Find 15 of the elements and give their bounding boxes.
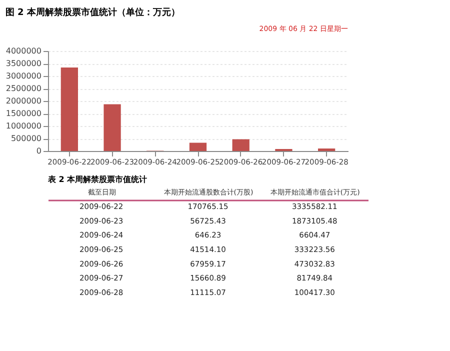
bar (232, 139, 250, 151)
y-tick-label: 500000 (10, 134, 42, 143)
y-tick-label: 1500000 (6, 109, 42, 118)
bar (60, 68, 78, 151)
bar (189, 142, 207, 151)
y-tick-label: 4000000 (6, 46, 42, 56)
chart-title: 图 2 本周解禁股票市值统计（单位：万元） (5, 7, 180, 18)
bar (104, 104, 121, 151)
y-tick-label: 1000000 (6, 122, 42, 130)
y-tick-label: 0 (36, 146, 42, 156)
y-tick-label: 2500000 (6, 84, 42, 93)
y-tick-label: 2000000 (6, 96, 42, 106)
y-tick-label: 3500000 (6, 59, 42, 68)
text: 表 2 本周解禁股票市值统计 (47, 174, 148, 184)
y-tick-label: 3000000 (6, 72, 42, 80)
